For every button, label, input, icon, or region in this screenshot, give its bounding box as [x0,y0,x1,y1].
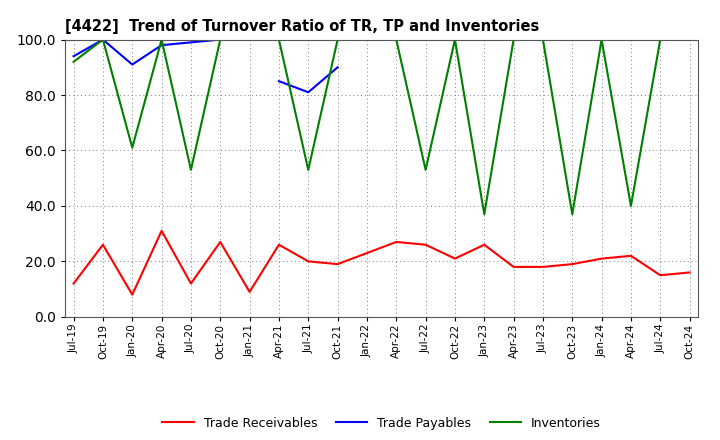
Trade Receivables [656,272,665,278]
Inventories [157,37,166,42]
Trade Receivables [392,239,400,245]
Trade Payables [274,78,283,84]
Inventories [99,37,107,42]
Trade Receivables [69,281,78,286]
Trade Receivables [626,253,635,258]
Trade Payables [333,65,342,70]
Trade Receivables [128,292,137,297]
Trade Receivables [685,270,694,275]
Inventories [626,203,635,209]
Trade Receivables [480,242,489,247]
Trade Payables [186,40,195,45]
Inventories [186,167,195,172]
Trade Payables [128,62,137,67]
Trade Receivables [421,242,430,247]
Legend: Trade Receivables, Trade Payables, Inventories: Trade Receivables, Trade Payables, Inven… [157,412,606,435]
Trade Payables [216,37,225,42]
Inventories [304,167,312,172]
Inventories [539,37,547,42]
Inventories [216,37,225,42]
Inventories [509,37,518,42]
Trade Receivables [216,239,225,245]
Trade Receivables [509,264,518,270]
Trade Payables [157,43,166,48]
Line: Trade Payables: Trade Payables [73,40,338,92]
Line: Inventories: Inventories [73,40,690,214]
Inventories [480,212,489,217]
Inventories [246,37,254,42]
Trade Receivables [363,250,372,256]
Inventories [598,37,606,42]
Inventories [392,37,400,42]
Inventories [363,37,372,42]
Trade Receivables [598,256,606,261]
Trade Receivables [246,289,254,294]
Trade Receivables [568,261,577,267]
Trade Receivables [274,242,283,247]
Inventories [685,37,694,42]
Inventories [333,37,342,42]
Trade Receivables [186,281,195,286]
Trade Payables [304,90,312,95]
Line: Trade Receivables: Trade Receivables [73,231,690,295]
Inventories [69,59,78,64]
Inventories [274,37,283,42]
Trade Payables [99,37,107,42]
Trade Receivables [539,264,547,270]
Trade Receivables [99,242,107,247]
Inventories [421,167,430,172]
Trade Receivables [451,256,459,261]
Inventories [656,37,665,42]
Trade Receivables [304,259,312,264]
Inventories [451,37,459,42]
Trade Receivables [157,228,166,234]
Text: [4422]  Trend of Turnover Ratio of TR, TP and Inventories: [4422] Trend of Turnover Ratio of TR, TP… [65,19,539,34]
Inventories [128,145,137,150]
Trade Payables [69,54,78,59]
Inventories [568,212,577,217]
Trade Receivables [333,261,342,267]
